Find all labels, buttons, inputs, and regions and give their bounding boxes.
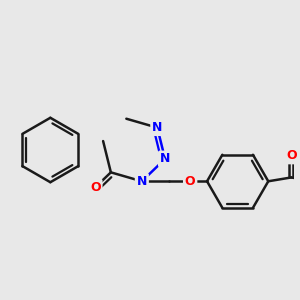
Text: N: N [152, 121, 163, 134]
Text: N: N [136, 175, 147, 188]
Text: N: N [160, 152, 170, 165]
Text: O: O [185, 175, 196, 188]
Text: O: O [90, 181, 101, 194]
Text: O: O [286, 149, 297, 163]
